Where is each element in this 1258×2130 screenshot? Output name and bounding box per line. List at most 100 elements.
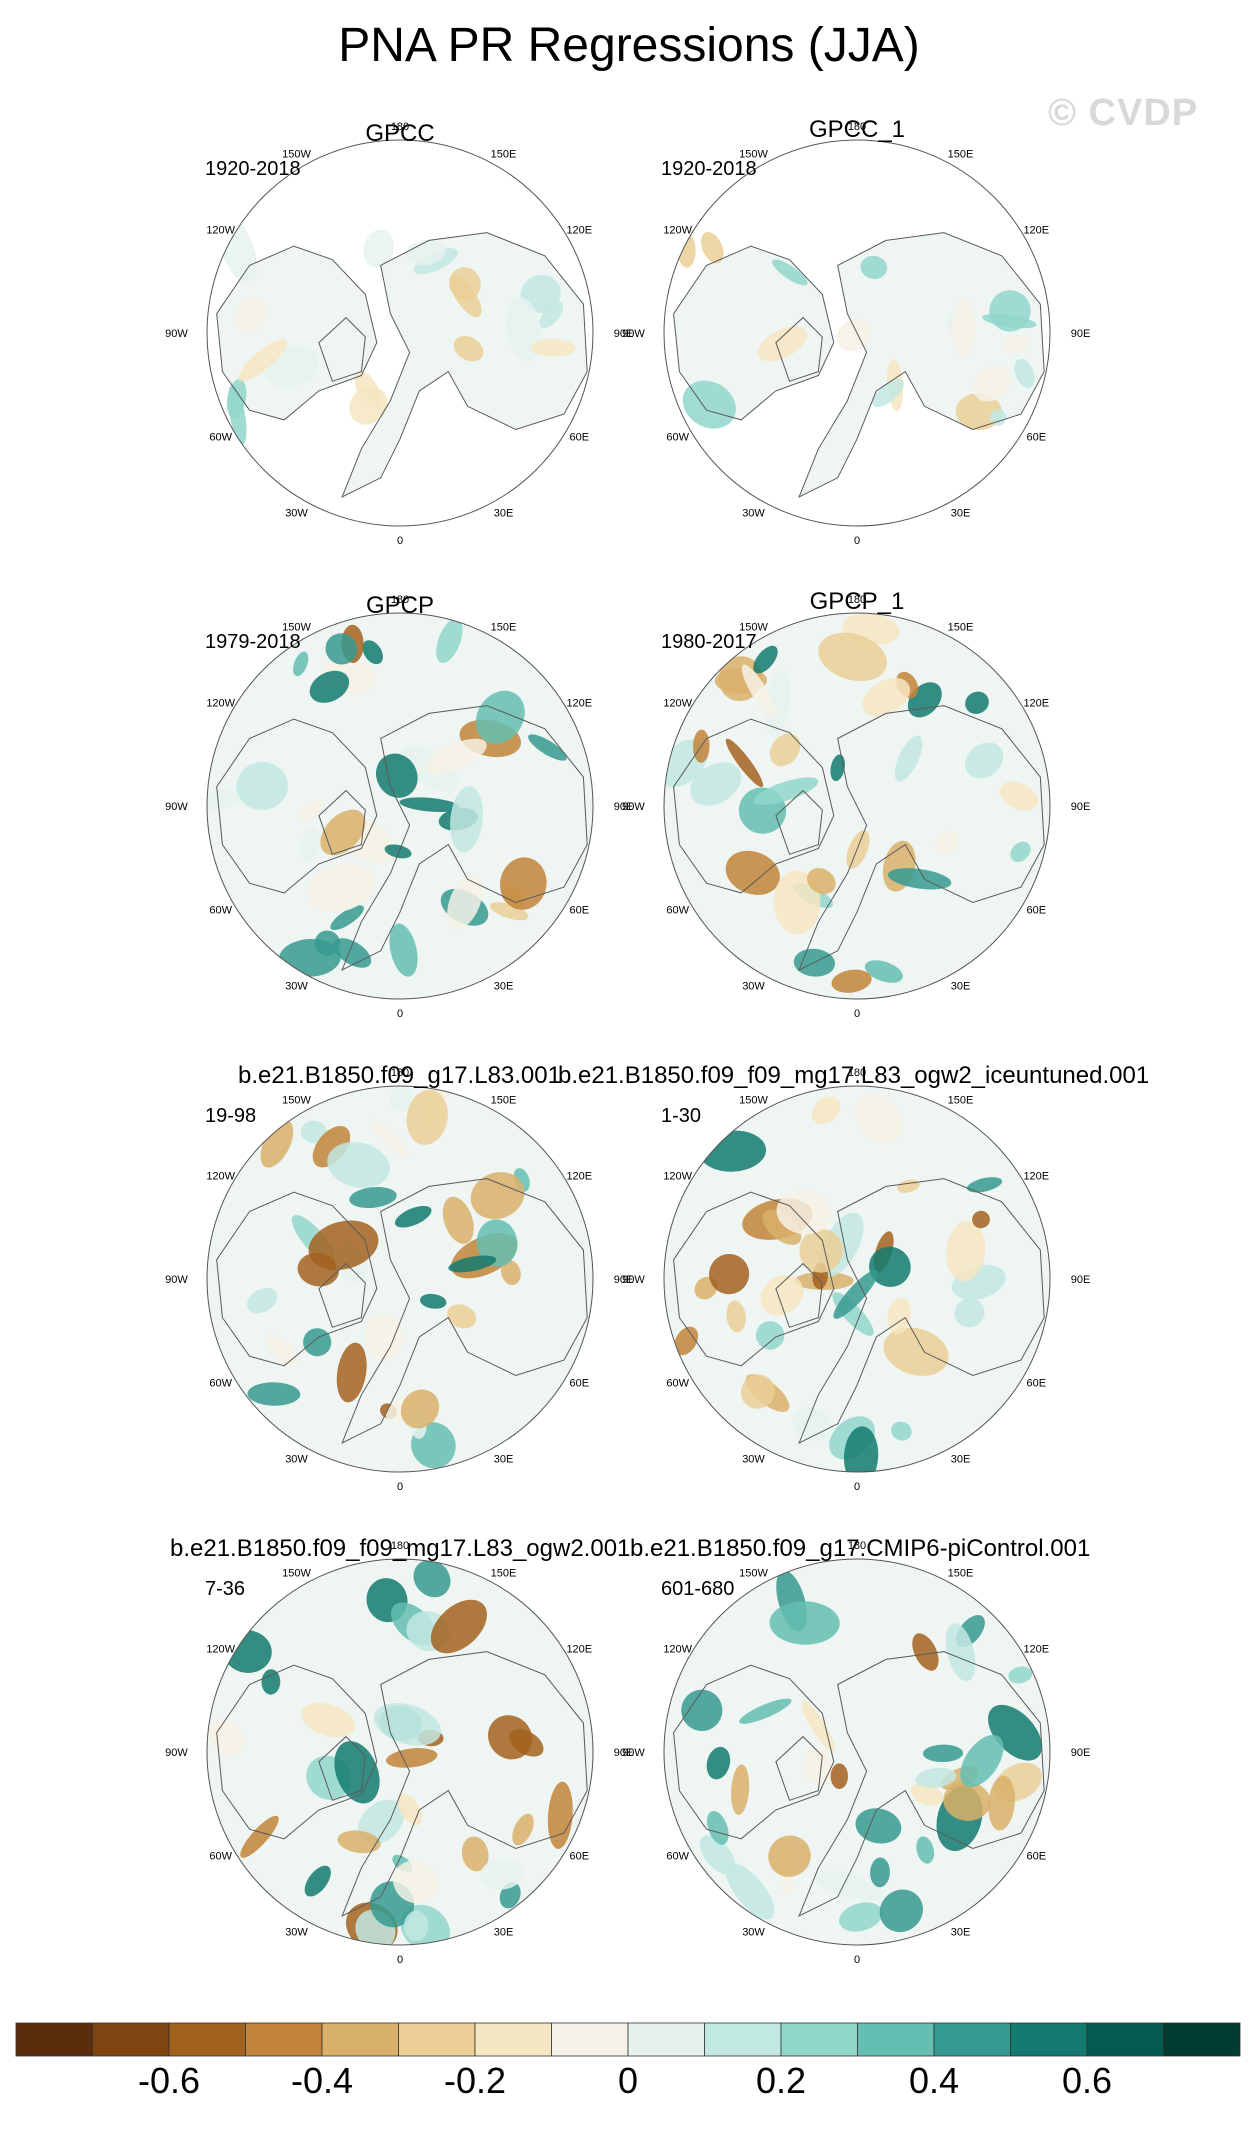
colorbar-tick-label: -0.6 [137, 2060, 201, 2101]
panel-period: 1979-2018 [205, 631, 301, 653]
longitude-label: 90W [622, 328, 645, 340]
map-panel: 180 150E 120E 90E 60E 30E 0 30W 60W 90W 120W 150W [165, 1067, 633, 1493]
longitude-label: 30E [494, 507, 514, 519]
longitude-label: 90E [1071, 1747, 1091, 1759]
longitude-label: 30E [951, 1926, 971, 1938]
longitude-label: 150E [948, 149, 974, 161]
longitude-label: 60E [570, 432, 590, 444]
longitude-label: 30E [494, 1453, 514, 1465]
longitude-label: 60W [209, 905, 232, 917]
longitude-label: 90W [165, 801, 188, 813]
longitude-label: 30W [285, 980, 308, 992]
longitude-label: 90W [622, 801, 645, 813]
longitude-label: 60W [666, 432, 689, 444]
longitude-label: 150W [739, 622, 768, 634]
longitude-label: 120W [206, 1644, 235, 1656]
longitude-label: 30E [951, 507, 971, 519]
map-panel: 180 150E 120E 90E 60E 30E 0 30W 60W 90W 120W 150W [165, 121, 633, 547]
colorbar-swatch [551, 2022, 629, 2057]
longitude-label: 120E [566, 698, 592, 710]
colorbar-swatch [168, 2022, 246, 2057]
figure-title: PNA PR Regressions (JJA) [338, 19, 920, 72]
longitude-label: 150E [491, 622, 517, 634]
longitude-label: 60E [1027, 905, 1047, 917]
panel-period: 7-36 [205, 1578, 246, 1600]
longitude-label: 60W [209, 1851, 232, 1863]
colorbar-swatch [704, 2022, 782, 2057]
colorbar-swatch [92, 2022, 170, 2057]
longitude-label: 30W [742, 1453, 765, 1465]
map-panel: 180 150E 120E 90E 60E 30E 0 30W 60W 90W 120W 150W [622, 1067, 1090, 1493]
map-panel: 180 150E 120E 90E 60E 30E 0 30W 60W 90W 120W 150W [622, 1540, 1090, 1966]
cvdp-watermark: © CVDP [1048, 92, 1199, 134]
longitude-label: 150E [948, 622, 974, 634]
panel-period: 19-98 [205, 1105, 257, 1127]
longitude-label: 120E [1023, 698, 1049, 710]
longitude-label: 30E [494, 1926, 514, 1938]
longitude-label: 0 [854, 1481, 860, 1493]
colorbar-swatch [627, 2022, 705, 2057]
longitude-label: 0 [397, 535, 403, 547]
longitude-label: 150W [739, 1568, 768, 1580]
longitude-label: 90W [165, 1274, 188, 1286]
longitude-label: 0 [397, 1481, 403, 1493]
panel-title: GPCP_1 [809, 588, 905, 615]
colorbar-swatch [398, 2022, 476, 2057]
longitude-label: 150E [948, 1095, 974, 1107]
longitude-label: 60W [666, 1378, 689, 1390]
longitude-label: 60E [1027, 1378, 1047, 1390]
longitude-label: 90E [1071, 328, 1091, 340]
longitude-label: 90E [614, 1274, 634, 1286]
longitude-label: 60E [570, 905, 590, 917]
longitude-label: 30W [742, 1926, 765, 1938]
longitude-label: 150W [282, 622, 311, 634]
longitude-label: 30W [742, 507, 765, 519]
longitude-label: 180 [391, 1067, 409, 1079]
longitude-label: 30E [951, 1453, 971, 1465]
panel-title: b.e21.B1850.f09_g17.L83.001 [238, 1062, 561, 1089]
longitude-label: 30W [285, 1926, 308, 1938]
longitude-label: 30W [285, 507, 308, 519]
panel-title: GPCC_1 [808, 116, 906, 143]
longitude-label: 120W [663, 225, 692, 237]
longitude-label: 60E [1027, 432, 1047, 444]
longitude-label: 120E [1023, 1171, 1049, 1183]
panel-title: GPCP [365, 592, 435, 619]
longitude-label: 90W [165, 328, 188, 340]
panel-period: 601-680 [661, 1578, 735, 1600]
longitude-label: 0 [854, 1954, 860, 1966]
longitude-label: 30W [742, 980, 765, 992]
longitude-label: 90W [165, 1747, 188, 1759]
longitude-label: 90E [614, 328, 634, 340]
panel-title: b.e21.B1850.f09_f09_mg17.L83_ogw2.001 [170, 1535, 631, 1562]
longitude-label: 60E [570, 1378, 590, 1390]
longitude-label: 90W [622, 1274, 645, 1286]
longitude-label: 60W [666, 905, 689, 917]
longitude-label: 120E [566, 1171, 592, 1183]
longitude-label: 150W [739, 1095, 768, 1107]
colorbar-swatch [1010, 2022, 1088, 2057]
longitude-label: 150W [282, 149, 311, 161]
longitude-label: 120E [566, 1644, 592, 1656]
longitude-label: 150E [491, 1568, 517, 1580]
colorbar-tick-label: -0.4 [290, 2060, 354, 2101]
longitude-label: 120W [663, 1171, 692, 1183]
longitude-label: 120E [566, 225, 592, 237]
longitude-label: 120W [206, 1171, 235, 1183]
longitude-label: 0 [854, 535, 860, 547]
longitude-label: 30W [285, 1453, 308, 1465]
longitude-label: 120E [1023, 225, 1049, 237]
colorbar-tick-label: 0.2 [755, 2060, 807, 2101]
longitude-label: 180 [391, 121, 409, 133]
longitude-label: 150W [282, 1568, 311, 1580]
longitude-label: 30E [951, 980, 971, 992]
panel-period: 1-30 [661, 1105, 702, 1127]
panel-title: GPCC [365, 120, 435, 147]
longitude-label: 0 [397, 1008, 403, 1020]
longitude-label: 150E [491, 1095, 517, 1107]
longitude-label: 150E [491, 149, 517, 161]
longitude-label: 60E [570, 1851, 590, 1863]
colorbar-swatch [780, 2022, 858, 2057]
map-panels: 180 150E 120E 90E 60E 30E 0 30W 60W 90W 120W 150W 18… [165, 121, 1091, 1966]
